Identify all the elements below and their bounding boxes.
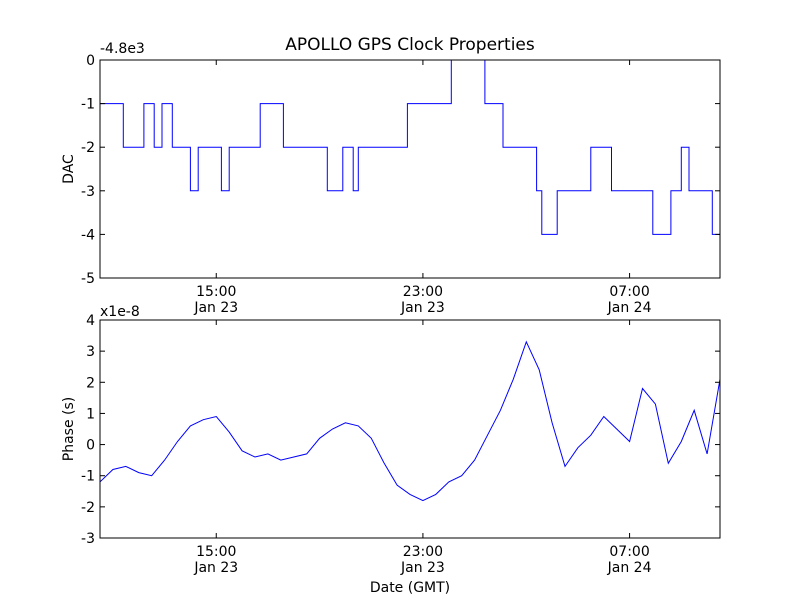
phase-x-tick-time-label: 07:00: [609, 544, 649, 560]
dac-y-tick-label: 0: [86, 53, 95, 69]
phase-y-tick-label: 4: [86, 313, 95, 329]
phase-y-tick-label: 1: [86, 406, 95, 422]
dac-y-tick-label: -2: [81, 140, 95, 156]
phase-y-tick-label: -2: [81, 500, 95, 516]
phase-x-tick-date-label: Jan 24: [607, 560, 652, 576]
dac-offset-label: -4.8e3: [100, 41, 145, 57]
phase-y-tick-label: -3: [81, 531, 95, 547]
phase-x-tick-date-label: Jan 23: [400, 560, 445, 576]
dac-series-line: [100, 60, 720, 235]
phase-plot-area: [100, 340, 720, 502]
dac-x-tick-time-label: 15:00: [196, 284, 236, 300]
dac-x-tick-date-label: Jan 23: [193, 300, 238, 316]
dac-x-tick-date-label: Jan 24: [607, 300, 652, 316]
chart-title: APOLLO GPS Clock Properties: [285, 35, 535, 55]
phase-x-tick-time-label: 15:00: [196, 544, 236, 560]
dac-y-axis-label: DAC: [61, 154, 77, 184]
phase-y-tick-label: 0: [86, 438, 95, 454]
dac-y-tick-label: -3: [81, 184, 95, 200]
phase-x-axis-label: Date (GMT): [370, 580, 450, 596]
phase-offset-label: x1e-8: [100, 304, 140, 320]
phase-y-tick-label: 2: [86, 375, 95, 391]
dac-plot-area: [100, 60, 720, 235]
phase-y-axis-label: Phase (s): [61, 397, 77, 461]
dac-x-tick-time-label: 23:00: [403, 284, 443, 300]
dac-y-ticks: 0 -1 -2 -3 -4 -5: [81, 53, 720, 287]
phase-series-line: [100, 340, 720, 502]
phase-axes-frame: [99, 319, 721, 539]
dac-y-tick-label: -1: [81, 97, 95, 113]
dac-y-tick-label: -4: [81, 227, 95, 243]
dac-y-tick-label: -5: [81, 271, 95, 287]
dac-x-tick-time-label: 07:00: [609, 284, 649, 300]
phase-x-tick-date-label: Jan 23: [193, 560, 238, 576]
dac-x-tick-date-label: Jan 23: [400, 300, 445, 316]
phase-y-ticks: 4 3 2 1 0 -1 -2 -3: [81, 313, 720, 547]
dac-axes-frame: [99, 59, 721, 279]
phase-x-tick-time-label: 23:00: [403, 544, 443, 560]
phase-y-tick-label: 3: [86, 344, 95, 360]
phase-y-tick-label: -1: [81, 469, 95, 485]
